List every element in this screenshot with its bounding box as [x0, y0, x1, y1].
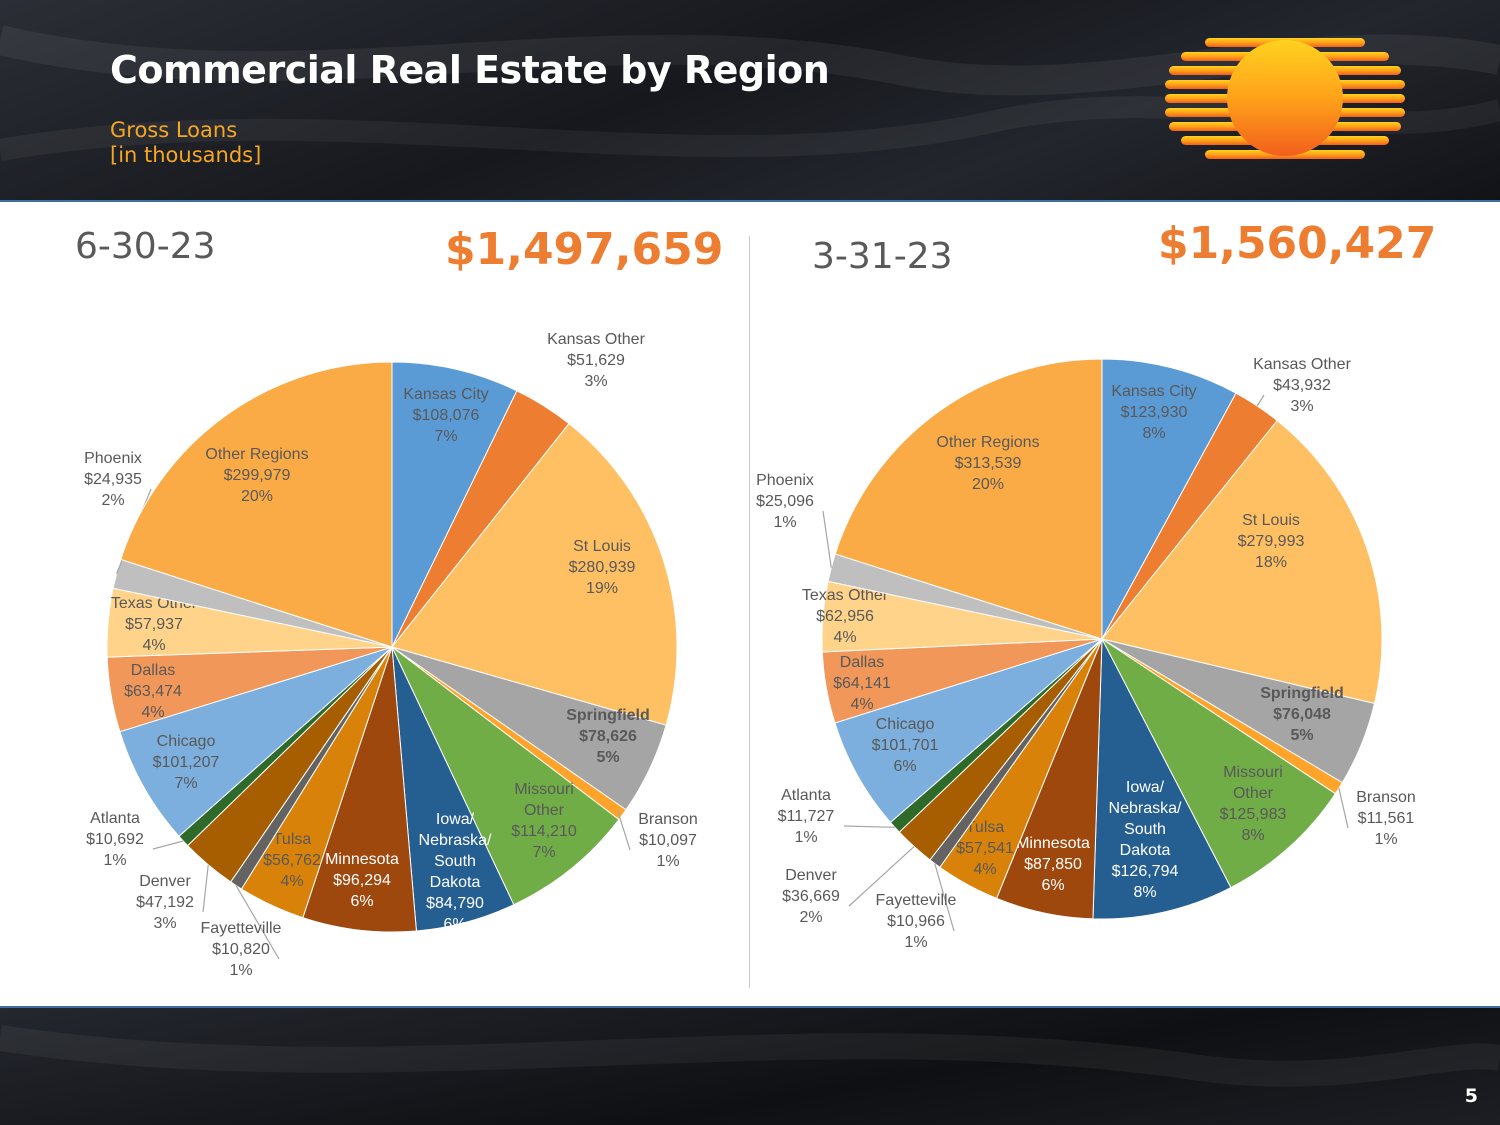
pie-chart-prior: Kansas City $123,930 8% Kansas Other $43,932… — [756, 356, 1416, 951]
data-label-kansas-city: Kansas City $123,930 8% — [1111, 383, 1196, 442]
page-subtitle: Gross Loans [in thousands] — [110, 118, 261, 168]
data-label-springfield: Springfield $76,048 5% — [1260, 685, 1344, 744]
pie-slice-st-louis — [1101, 419, 1383, 705]
data-label-tulsa: Tulsa $56,762 4% — [263, 831, 321, 890]
data-label-denver: Denver $47,192 3% — [136, 873, 194, 932]
pie-slice-missouri-other — [391, 646, 620, 906]
data-label-dallas: Dallas $63,474 4% — [124, 662, 182, 721]
total-label-current: $1,497,659 — [445, 224, 724, 275]
period-label-current: 6-30-23 — [75, 226, 216, 267]
data-label-branson: Branson $11,561 1% — [1356, 789, 1416, 848]
leader-line-kansas-other — [1256, 394, 1265, 407]
data-label-st-louis: St Louis $280,939 19% — [569, 538, 636, 597]
footer-band: 5 — [0, 1008, 1500, 1125]
total-label-prior: $1,560,427 — [1158, 218, 1437, 269]
pie-slice-iowa-nebraska-south-dakota — [1092, 637, 1232, 920]
data-label-chicago: Chicago $101,207 7% — [153, 733, 220, 792]
data-label-atlanta: Atlanta $10,692 1% — [86, 810, 144, 869]
pie-slice-kansas-city — [391, 361, 518, 648]
data-label-st-louis: St Louis $279,993 18% — [1238, 512, 1305, 571]
data-label-denver: Denver $36,669 2% — [782, 867, 840, 926]
leader-line-atlanta — [843, 825, 895, 828]
pie-slice-other-regions — [120, 361, 393, 648]
data-label-kansas-other: Kansas Other $43,932 3% — [1253, 356, 1352, 415]
data-label-texas-other: Texas Other $62,956 4% — [802, 587, 889, 646]
data-label-missouri-other: Missouri Other $125,983 8% — [1220, 764, 1287, 844]
leader-line-denver — [202, 864, 209, 913]
data-label-phoenix: Phoenix $24,935 2% — [84, 450, 142, 509]
leader-line-atlanta — [152, 840, 184, 850]
data-label-springfield: Springfield $78,626 5% — [566, 707, 650, 766]
data-label-phoenix: Phoenix $25,096 1% — [756, 472, 814, 531]
pie-charts-canvas: Kansas City $108,076 7% Kansas Other $51,629… — [84, 331, 1416, 979]
header-banner: Commercial Real Estate by Region Gross L… — [0, 0, 1500, 200]
footer-swoosh-decoration — [0, 1025, 1500, 1087]
period-label-prior: 3-31-23 — [812, 236, 953, 277]
data-label-kansas-city: Kansas City $108,076 7% — [403, 386, 488, 445]
leader-line-branson — [617, 811, 631, 851]
subtitle-line-1: Gross Loans — [110, 118, 238, 142]
data-label-other-regions: Other Regions $313,539 20% — [936, 434, 1039, 493]
page-number: 5 — [1464, 1085, 1478, 1107]
page-title: Commercial Real Estate by Region — [110, 48, 830, 92]
pie-slice-other-regions — [834, 358, 1103, 640]
leader-line-fayetteville — [235, 885, 280, 960]
data-label-atlanta: Atlanta $11,727 1% — [778, 787, 835, 846]
pie-chart-current: Kansas City $108,076 7% Kansas Other $51,629… — [84, 331, 698, 979]
pie-slice-missouri-other — [1100, 637, 1337, 889]
leader-line-denver — [848, 846, 915, 907]
pie-slice-chicago — [834, 638, 1103, 824]
leader-line-branson — [1338, 788, 1349, 829]
pie-slice-kansas-city — [1101, 358, 1237, 640]
pie-slice-minnesota — [302, 646, 417, 933]
striped-sun-logo-icon — [1165, 38, 1405, 159]
data-label-dallas: Dallas $64,141 4% — [833, 654, 891, 713]
data-label-fayetteville: Fayetteville $10,820 1% — [201, 920, 282, 979]
data-label-kansas-other: Kansas Other $51,629 3% — [547, 331, 646, 390]
data-label-iowa-nebraska-south-dakota: Iowa/Nebraska/South Dakota $84,790 6% — [419, 811, 492, 933]
panel-divider — [749, 236, 750, 988]
leader-line-phoenix — [822, 510, 832, 568]
data-label-other-regions: Other Regions $299,979 20% — [205, 446, 308, 505]
subtitle-line-2: [in thousands] — [110, 143, 262, 167]
data-label-fayetteville: Fayetteville $10,966 1% — [876, 892, 957, 951]
pie-slice-st-louis — [391, 422, 678, 726]
charts-panel: 6-30-23 $1,497,659 3-31-23 $1,560,427 Ka… — [0, 200, 1500, 1008]
data-label-missouri-other: Missouri Other $114,210 7% — [511, 781, 577, 861]
leader-line-fayetteville — [934, 863, 955, 932]
data-label-minnesota: Minnesota $87,850 6% — [1016, 835, 1090, 894]
data-label-minnesota: Minnesota $96,294 6% — [325, 851, 399, 910]
data-label-branson: Branson $10,097 1% — [638, 811, 698, 870]
data-label-iowa-nebraska-south-dakota: Iowa/Nebraska/South Dakota $126,794 8% — [1109, 779, 1182, 901]
pie-slice-chicago — [119, 646, 393, 837]
data-label-tulsa: Tulsa $57,541 4% — [956, 819, 1014, 878]
data-label-chicago: Chicago $101,701 6% — [872, 716, 939, 775]
